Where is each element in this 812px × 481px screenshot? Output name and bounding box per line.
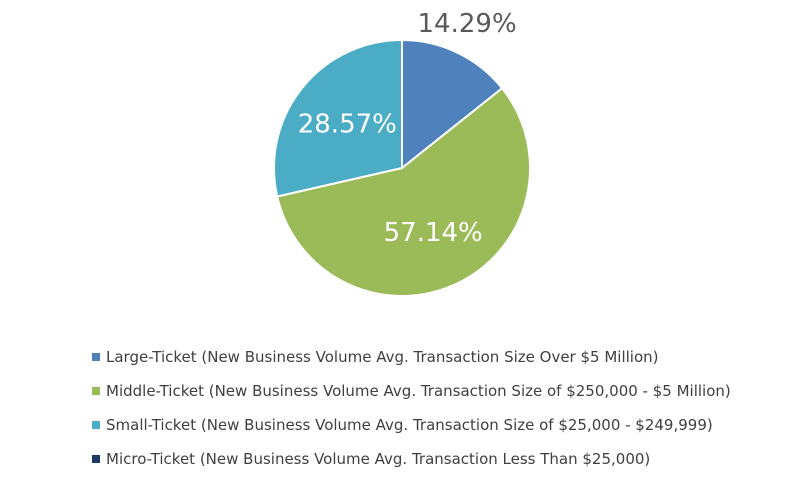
chart-legend: Large-Ticket (New Business Volume Avg. T… (92, 340, 731, 476)
pie-slice-1 (276, 86, 531, 297)
legend-item-0: Large-Ticket (New Business Volume Avg. T… (92, 340, 731, 374)
legend-label-2: Small-Ticket (New Business Volume Avg. T… (106, 416, 713, 434)
data-label-2: 28.57% (298, 109, 397, 139)
pie-slice-0 (401, 38, 504, 171)
pie-data-labels: 14.29% 57.14% 28.57% (298, 9, 517, 248)
legend-label-1: Middle-Ticket (New Business Volume Avg. … (106, 382, 731, 400)
legend-swatch-0 (92, 353, 100, 361)
pie-slices (273, 38, 531, 297)
legend-label-3: Micro-Ticket (New Business Volume Avg. T… (106, 450, 651, 468)
legend-swatch-1 (92, 387, 100, 395)
legend-swatch-3 (92, 455, 100, 463)
legend-item-1: Middle-Ticket (New Business Volume Avg. … (92, 374, 731, 408)
data-label-1: 57.14% (384, 218, 483, 248)
legend-item-3: Micro-Ticket (New Business Volume Avg. T… (92, 442, 731, 476)
legend-label-0: Large-Ticket (New Business Volume Avg. T… (106, 348, 659, 366)
legend-item-2: Small-Ticket (New Business Volume Avg. T… (92, 408, 731, 442)
pie-slice-2 (273, 38, 403, 198)
legend-swatch-2 (92, 421, 100, 429)
data-label-0: 14.29% (418, 9, 517, 39)
